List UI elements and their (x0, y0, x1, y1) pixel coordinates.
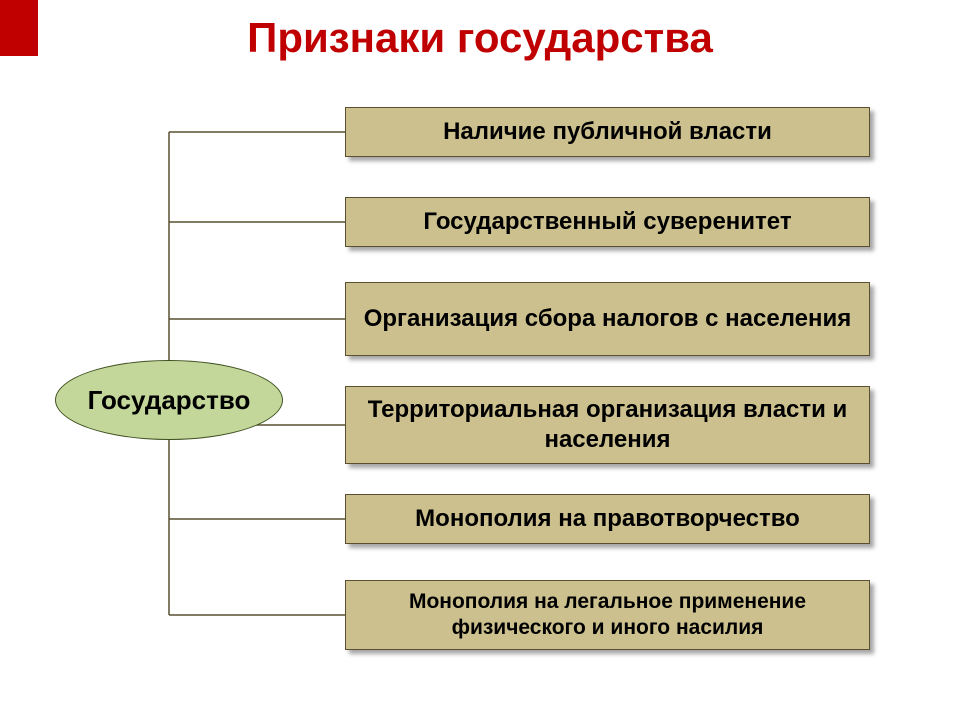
feature-box: Монополия на легальное применение физиче… (345, 580, 870, 650)
feature-label: Монополия на легальное применение физиче… (354, 589, 861, 642)
feature-box: Наличие публичной власти (345, 107, 870, 157)
feature-box: Территориальная организация власти и нас… (345, 386, 870, 464)
diagram-area: Государство Наличие публичной власти Госу… (0, 90, 960, 710)
feature-label: Наличие публичной власти (443, 117, 772, 147)
feature-box: Монополия на правотворчество (345, 494, 870, 544)
feature-label: Монополия на правотворчество (415, 504, 800, 534)
feature-box: Организация сбора налогов с населения (345, 282, 870, 356)
page-title: Признаки государства (0, 14, 960, 62)
root-node-label: Государство (88, 385, 251, 416)
feature-label: Территориальная организация власти и нас… (354, 395, 861, 455)
feature-label: Государственный суверенитет (423, 207, 791, 237)
feature-box: Государственный суверенитет (345, 197, 870, 247)
feature-label: Организация сбора налогов с населения (364, 304, 852, 334)
root-node: Государство (55, 360, 283, 440)
